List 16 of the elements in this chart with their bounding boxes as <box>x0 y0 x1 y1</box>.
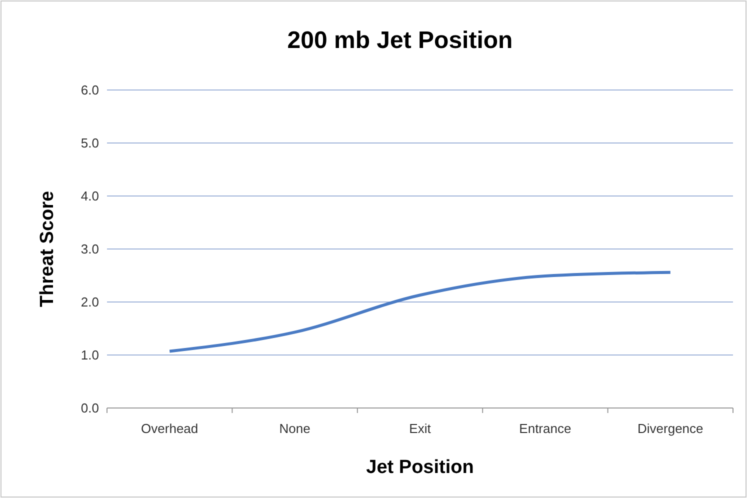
y-tick-label: 5.0 <box>80 136 99 151</box>
x-tick-label: Exit <box>409 421 432 436</box>
y-tick-label: 2.0 <box>80 294 99 310</box>
y-tick-label: 1.0 <box>80 348 99 363</box>
x-axis-title: Jet Position <box>366 457 474 478</box>
line-series <box>168 270 672 353</box>
y-tick-label: 6.0 <box>80 82 99 98</box>
y-tick-label: 4.0 <box>80 188 99 204</box>
y-tick-label: 0.0 <box>80 400 99 416</box>
x-tick-label: Entrance <box>519 421 572 436</box>
chart-title: 200 mb Jet Position <box>287 27 513 54</box>
x-tick-label: None <box>279 421 310 436</box>
x-tick-label: Divergence <box>638 421 704 436</box>
x-tick-label: Overhead <box>141 421 198 436</box>
y-tick-label: 3.0 <box>80 242 99 257</box>
y-axis-title: Threat Score <box>37 190 58 308</box>
